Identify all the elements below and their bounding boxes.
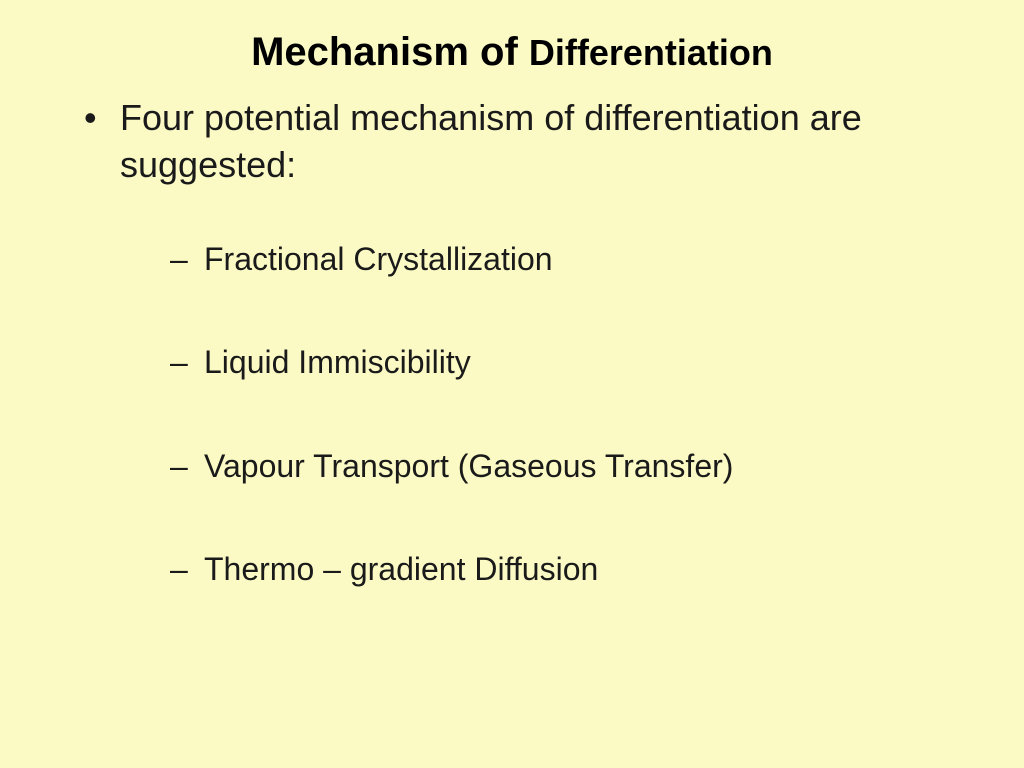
dash-icon: – [170, 239, 204, 281]
mechanism-list: – Fractional Crystallization – Liquid Im… [80, 239, 974, 591]
dash-icon: – [170, 549, 204, 591]
title-part1: Mechanism of [251, 30, 529, 74]
list-item: – Thermo – gradient Diffusion [170, 549, 974, 591]
title-part2: Differentiation [529, 32, 773, 73]
slide-content: • Four potential mechanism of differenti… [50, 95, 974, 591]
item-text: Liquid Immiscibility [204, 342, 974, 384]
item-text: Vapour Transport (Gaseous Transfer) [204, 446, 974, 488]
list-item: – Vapour Transport (Gaseous Transfer) [170, 446, 974, 488]
item-text: Fractional Crystallization [204, 239, 974, 281]
intro-text: Four potential mechanism of differentiat… [120, 95, 974, 189]
list-item: – Liquid Immiscibility [170, 342, 974, 384]
bullet-dot-icon: • [80, 95, 120, 142]
dash-icon: – [170, 342, 204, 384]
slide-title: Mechanism of Differentiation [50, 30, 974, 75]
list-item: – Fractional Crystallization [170, 239, 974, 281]
item-text: Thermo – gradient Diffusion [204, 549, 974, 591]
dash-icon: – [170, 446, 204, 488]
intro-bullet: • Four potential mechanism of differenti… [80, 95, 974, 189]
